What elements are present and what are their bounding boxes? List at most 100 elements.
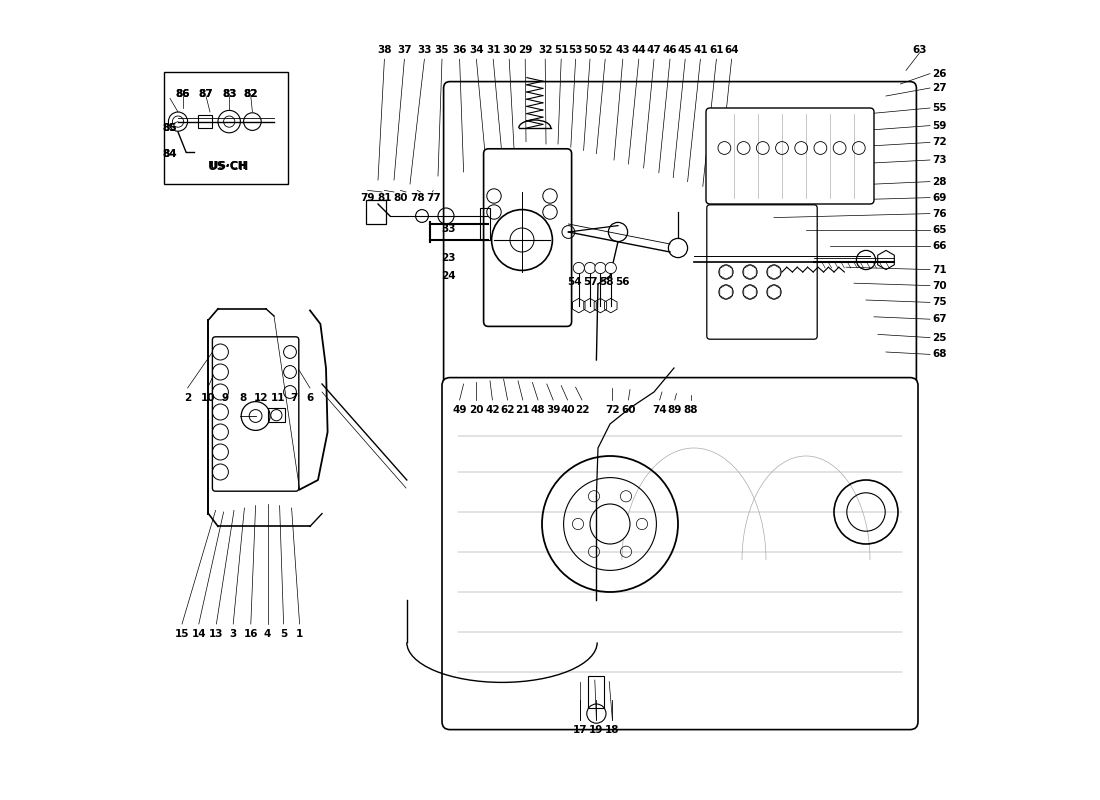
Text: 49: 49 <box>452 406 466 415</box>
Text: 60: 60 <box>621 406 636 415</box>
Text: 84: 84 <box>163 149 177 158</box>
Circle shape <box>590 504 630 544</box>
Text: 71: 71 <box>933 265 947 274</box>
Text: 8: 8 <box>239 394 246 403</box>
Text: 19: 19 <box>590 725 604 734</box>
Text: 83: 83 <box>222 90 236 99</box>
Text: 10: 10 <box>200 394 214 403</box>
Circle shape <box>595 262 606 274</box>
Text: 17: 17 <box>573 725 587 734</box>
Text: 62: 62 <box>500 406 515 415</box>
Bar <box>366 200 386 224</box>
Text: 55: 55 <box>933 103 947 113</box>
Bar <box>267 408 285 422</box>
Text: 20: 20 <box>469 406 484 415</box>
Text: 84: 84 <box>163 149 177 158</box>
Text: 53: 53 <box>569 45 583 54</box>
Text: 15: 15 <box>175 630 189 639</box>
Text: 24: 24 <box>441 271 455 281</box>
Text: 69: 69 <box>933 193 947 202</box>
Text: 12: 12 <box>254 394 268 403</box>
Text: 77: 77 <box>426 194 441 203</box>
Text: 89: 89 <box>668 406 682 415</box>
FancyBboxPatch shape <box>212 337 299 491</box>
Text: 6: 6 <box>307 394 314 403</box>
Text: 74: 74 <box>652 406 667 415</box>
Text: 43: 43 <box>616 45 630 54</box>
Text: 4: 4 <box>264 630 272 639</box>
Text: 82: 82 <box>243 90 258 99</box>
Text: 36: 36 <box>452 45 466 54</box>
Text: 9: 9 <box>221 394 229 403</box>
Text: 41: 41 <box>693 45 707 54</box>
Bar <box>164 72 288 184</box>
Text: 28: 28 <box>933 177 947 186</box>
Text: 88: 88 <box>683 406 698 415</box>
Circle shape <box>573 262 584 274</box>
Bar <box>588 676 604 708</box>
Text: 29: 29 <box>518 45 532 54</box>
Text: 78: 78 <box>410 194 425 203</box>
Text: 65: 65 <box>933 226 947 235</box>
Text: 83: 83 <box>222 90 236 99</box>
Text: 11: 11 <box>271 394 285 403</box>
FancyBboxPatch shape <box>442 378 918 730</box>
Text: 21: 21 <box>516 406 530 415</box>
Text: 26: 26 <box>933 69 947 78</box>
Bar <box>481 208 490 240</box>
Text: 67: 67 <box>933 314 947 324</box>
Text: US·CH: US·CH <box>210 162 246 171</box>
Text: 16: 16 <box>243 630 258 639</box>
FancyBboxPatch shape <box>484 149 572 326</box>
FancyBboxPatch shape <box>706 108 875 204</box>
Circle shape <box>605 262 616 274</box>
Text: 34: 34 <box>469 45 484 54</box>
Text: 47: 47 <box>647 45 661 54</box>
Text: 87: 87 <box>199 90 213 99</box>
Text: 61: 61 <box>710 45 724 54</box>
Text: 87: 87 <box>199 90 213 99</box>
Text: 54: 54 <box>568 277 582 286</box>
Text: 68: 68 <box>933 350 947 359</box>
Text: 7: 7 <box>290 394 298 403</box>
Text: 23: 23 <box>441 253 455 262</box>
Text: US·CH: US·CH <box>208 160 249 173</box>
Text: 25: 25 <box>933 333 947 342</box>
Text: 1: 1 <box>296 630 304 639</box>
Text: 81: 81 <box>377 194 392 203</box>
Text: 33: 33 <box>441 224 455 234</box>
Text: 33: 33 <box>417 45 431 54</box>
Text: 59: 59 <box>933 121 947 130</box>
Text: 39: 39 <box>546 406 560 415</box>
Text: 18: 18 <box>605 725 619 734</box>
Text: 22: 22 <box>574 406 590 415</box>
Text: 38: 38 <box>377 45 392 54</box>
Text: 72: 72 <box>605 406 619 415</box>
Text: 57: 57 <box>583 277 598 286</box>
Text: 46: 46 <box>662 45 678 54</box>
Text: 35: 35 <box>434 45 449 54</box>
Text: 85: 85 <box>163 123 177 133</box>
Text: 5: 5 <box>280 630 287 639</box>
Text: 30: 30 <box>502 45 517 54</box>
Text: 37: 37 <box>397 45 411 54</box>
Text: 40: 40 <box>560 406 575 415</box>
Text: 45: 45 <box>678 45 693 54</box>
Text: 13: 13 <box>209 630 223 639</box>
Text: 73: 73 <box>933 155 947 165</box>
Circle shape <box>584 262 595 274</box>
Text: 42: 42 <box>485 406 499 415</box>
Text: 3: 3 <box>230 630 236 639</box>
Text: 72: 72 <box>933 138 947 147</box>
Text: 48: 48 <box>530 406 546 415</box>
FancyBboxPatch shape <box>707 205 817 339</box>
Text: 58: 58 <box>598 277 614 286</box>
Text: 85: 85 <box>163 123 177 133</box>
Text: 82: 82 <box>243 90 258 99</box>
Text: 64: 64 <box>724 45 739 54</box>
FancyBboxPatch shape <box>443 82 916 406</box>
Text: 63: 63 <box>912 45 927 54</box>
Text: 70: 70 <box>933 281 947 290</box>
Text: 66: 66 <box>933 242 947 251</box>
Text: 27: 27 <box>933 83 947 93</box>
